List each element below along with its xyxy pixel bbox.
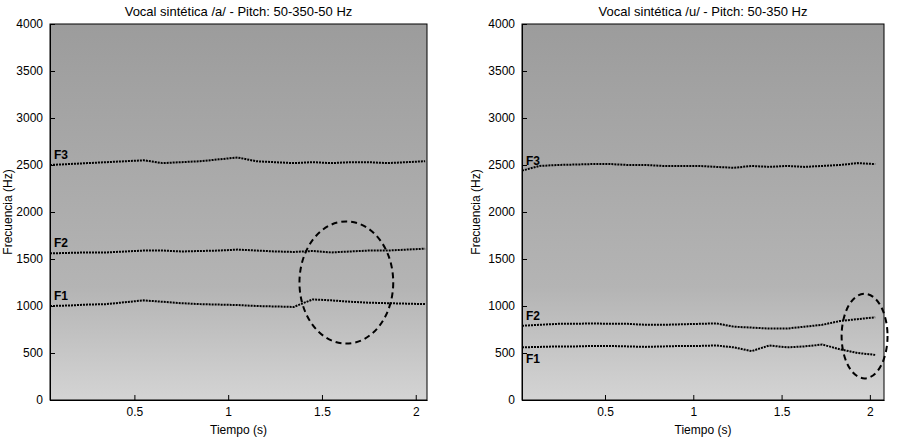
plot-background (50, 24, 427, 400)
tick-label: 1000 (16, 299, 43, 313)
tick: 2500 (488, 158, 527, 172)
series-label: F2 (526, 309, 540, 323)
series-label: F1 (526, 352, 540, 366)
tick-mark (50, 71, 55, 72)
y-axis: 0 500 1000 1500 2000 2500 3000 3500 4000 (488, 17, 527, 407)
tick: 2 (867, 395, 874, 419)
tick-label: 0.5 (597, 405, 614, 419)
tick-label: 3000 (488, 111, 515, 125)
panel: 0 500 1000 1500 2000 2500 3000 3500 4000 0.5 1 1.5 2… (1, 4, 428, 437)
plot-frame (522, 24, 884, 400)
formant-line (522, 345, 875, 355)
panel: 0 500 1000 1500 2000 2500 3000 3500 4000 0.5 1 1.5 2… (469, 4, 887, 437)
tick-label: 500 (495, 346, 515, 360)
tick-label: 500 (23, 346, 43, 360)
tick-label: 1 (225, 405, 232, 419)
tick-label: 2500 (16, 158, 43, 172)
tick-label: 2000 (488, 205, 515, 219)
tick-label: 4000 (488, 17, 515, 31)
y-axis: 0 500 1000 1500 2000 2500 3000 3500 4000 (16, 17, 55, 407)
tick-label: 2000 (16, 205, 43, 219)
tick: 1500 (488, 252, 527, 266)
tick: 2000 (488, 205, 527, 219)
tick-mark (605, 395, 606, 400)
tick-label: 1.5 (314, 405, 331, 419)
tick: 3500 (16, 64, 55, 78)
series-label: F2 (54, 236, 68, 250)
tick-label: 1.5 (774, 405, 791, 419)
figure: 050010001500200025003000350040000.511.52… (0, 0, 897, 443)
tick: 1500 (16, 252, 55, 266)
tick-mark (522, 212, 527, 213)
plot-area (50, 157, 425, 306)
y-axis-title: Frecuencia (Hz) (1, 169, 15, 254)
series-label: F1 (54, 289, 68, 303)
tick: 1 (225, 395, 232, 419)
tick: 1000 (16, 299, 55, 313)
y-axis-title: Frecuencia (Hz) (469, 169, 483, 254)
tick-label: 2500 (488, 158, 515, 172)
tick-label: 3000 (16, 111, 43, 125)
tick-mark (228, 395, 229, 400)
tick-mark (693, 395, 694, 400)
plot-background (522, 24, 884, 400)
tick-label: 3500 (488, 64, 515, 78)
tick-mark (870, 395, 871, 400)
tick-label: 1000 (488, 299, 515, 313)
tick-label: 2 (867, 405, 874, 419)
tick: 1 (690, 395, 697, 419)
x-axis-title: Tiempo (s) (210, 423, 267, 437)
tick-mark (416, 395, 417, 400)
tick: 3000 (16, 111, 55, 125)
tick: 2000 (16, 205, 55, 219)
tick: 2 (413, 395, 420, 419)
tick: 0.5 (127, 395, 144, 419)
tick: 3500 (488, 64, 527, 78)
chart-title: Vocal sintética /a/ - Pitch: 50-350-50 H… (125, 4, 353, 19)
tick-label: 0.5 (127, 405, 144, 419)
plot-area (522, 163, 875, 355)
highlight-ellipse (299, 221, 393, 343)
tick-mark (50, 118, 55, 119)
tick-mark (522, 306, 527, 307)
tick: 1000 (488, 299, 527, 313)
tick-mark (522, 118, 527, 119)
tick: 2500 (16, 158, 55, 172)
x-axis: 0.5 1 1.5 2 (51, 395, 428, 419)
tick-label: 3500 (16, 64, 43, 78)
formant-line (50, 249, 425, 254)
tick-label: 1 (690, 405, 697, 419)
tick-mark (50, 212, 55, 213)
tick: 3000 (488, 111, 527, 125)
tick: 1.5 (774, 395, 791, 419)
tick-mark (522, 71, 527, 72)
tick: 4000 (16, 17, 55, 31)
formant-line (522, 317, 875, 328)
tick-label: 4000 (16, 17, 43, 31)
tick-mark (782, 395, 783, 400)
tick-label: 0 (36, 393, 43, 407)
tick: 0.5 (597, 395, 614, 419)
plot-frame (50, 24, 427, 400)
highlight-ellipse (842, 294, 888, 379)
tick-mark (322, 395, 323, 400)
formant-line (50, 157, 425, 165)
chart-title: Vocal sintética /u/ - Pitch: 50-350 Hz (599, 4, 808, 19)
x-axis: 0.5 1 1.5 2 (523, 395, 885, 419)
tick: 1.5 (314, 395, 331, 419)
tick-mark (50, 353, 55, 354)
tick-label: 1500 (488, 252, 515, 266)
series-label: F3 (54, 148, 68, 162)
tick-label: 0 (508, 393, 515, 407)
x-axis-title: Tiempo (s) (675, 423, 732, 437)
tick-mark (134, 395, 135, 400)
series-label: F3 (526, 154, 540, 168)
formant-line (522, 163, 875, 171)
formant-line (50, 299, 425, 307)
tick: 4000 (488, 17, 527, 31)
tick-label: 1500 (16, 252, 43, 266)
tick-mark (50, 259, 55, 260)
tick-label: 2 (413, 405, 420, 419)
tick-mark (522, 259, 527, 260)
